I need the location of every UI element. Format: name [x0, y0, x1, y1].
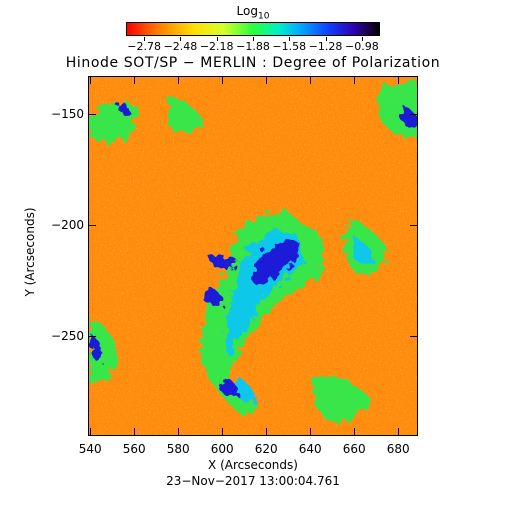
x-tick-top: [266, 76, 268, 84]
colorbar-tick: [361, 37, 363, 41]
x-tick-top: [398, 76, 400, 84]
colorbar-tick-label: −1.28: [308, 40, 343, 53]
y-tick-label: −200: [51, 217, 84, 232]
x-tick-bottom: [398, 428, 400, 436]
x-tick-bottom: [222, 428, 224, 436]
colorbar-tick: [144, 37, 146, 41]
y-tick-right: [410, 224, 418, 226]
colorbar-tick: [325, 37, 327, 41]
x-tick-top: [90, 76, 92, 84]
plot-title: Hinode SOT/SP − MERLIN : Degree of Polar…: [65, 55, 441, 71]
colorbar-tick-label: −1.88: [236, 40, 270, 53]
x-tick-label: 540: [78, 442, 102, 456]
x-tick-label: 660: [342, 442, 366, 456]
x-tick-label: 640: [298, 442, 322, 456]
y-tick-right: [410, 336, 418, 337]
colorbar-tick: [216, 37, 218, 41]
colorbar-tick-label: −0.98: [344, 40, 379, 53]
polarization-map: [88, 76, 418, 436]
colorbar-tick: [180, 37, 182, 41]
x-tick-label: 580: [166, 442, 190, 456]
x-tick-label: 600: [210, 442, 234, 456]
polarization-map-image: [89, 77, 417, 435]
x-tick-label: 620: [254, 442, 278, 456]
x-tick-label: 560: [122, 442, 146, 456]
x-tick-bottom: [266, 428, 268, 436]
colorbar-tick: [289, 37, 291, 41]
x-tick-label: 680: [386, 442, 410, 456]
x-tick-bottom: [310, 428, 312, 436]
y-axis-label: Y (Arcseconds): [23, 207, 37, 297]
y-tick-right: [410, 113, 418, 115]
colorbar-tick-label: −2.78: [127, 40, 161, 53]
y-tick-label: −150: [51, 106, 84, 121]
y-tick-label: −250: [51, 329, 84, 343]
y-tick-left: [88, 113, 96, 115]
x-tick-top: [310, 76, 312, 84]
x-tick-top: [222, 76, 224, 84]
x-tick-top: [178, 76, 180, 84]
x-axis-label: X (Arcseconds): [208, 458, 298, 472]
x-tick-top: [134, 76, 136, 84]
x-tick-bottom: [178, 428, 180, 436]
y-tick-left: [88, 336, 96, 337]
colorbar-tick-label: −1.58: [272, 40, 307, 53]
network-features: [89, 82, 417, 423]
colorbar-title: Log10: [236, 4, 270, 22]
colorbar-tick-label: −2.18: [199, 40, 234, 53]
x-tick-bottom: [354, 428, 356, 436]
x-tick-bottom: [134, 428, 136, 436]
colorbar: [126, 22, 380, 36]
y-tick-left: [88, 224, 96, 226]
x-tick-top: [354, 76, 356, 84]
colorbar-tick-label: −2.48: [163, 40, 198, 53]
observation-timestamp: 23−Nov−2017 13:00:04.761: [166, 474, 340, 488]
x-tick-bottom: [90, 428, 92, 436]
colorbar-tick: [253, 37, 254, 41]
